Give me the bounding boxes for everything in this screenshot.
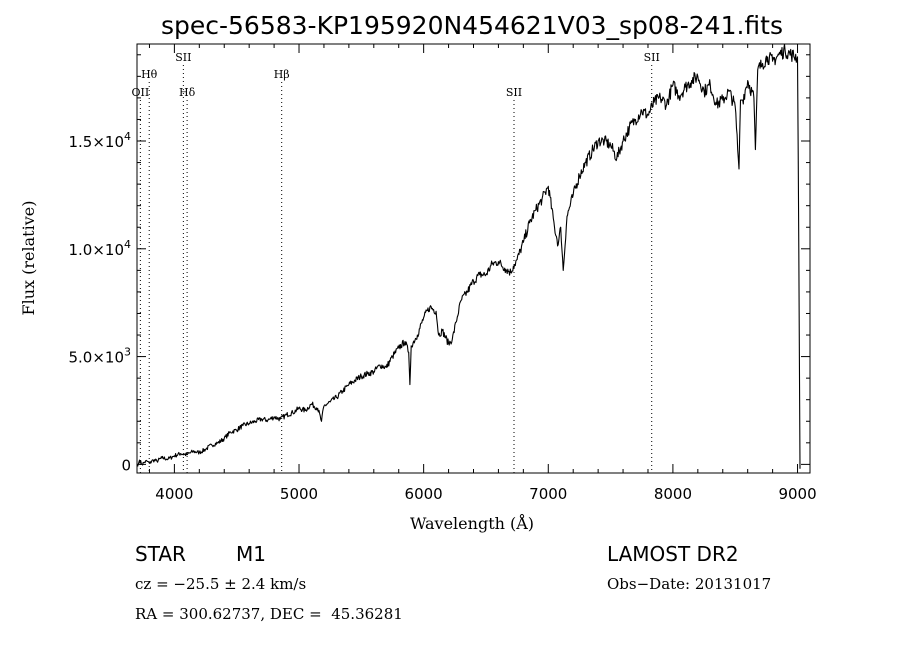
emission-line-label: SII (644, 51, 660, 64)
plot-frame (136, 43, 811, 474)
y-axis-label: Flux (relative) (19, 201, 38, 316)
x-axis-label: Wavelength (Å) (410, 513, 534, 533)
x-tick-label: 4000 (155, 485, 193, 503)
emission-line-label: Hδ (179, 86, 196, 99)
x-axis: 4000 5000 6000 7000 8000 9000 (148, 44, 817, 503)
y-tick-label: 1.5×104 (68, 130, 131, 151)
x-tick-label: 9000 (778, 485, 816, 503)
y-tick-label: 1.0×104 (68, 238, 131, 259)
y-axis: 0 5.0×103 1.0×104 1.5×104 (68, 54, 810, 474)
x-tick-label: 6000 (405, 485, 443, 503)
spectrum-line (137, 43, 801, 469)
redshift-cz: cz = −25.5 ± 2.4 km/s (135, 575, 307, 593)
emission-line-label: SII (175, 51, 191, 64)
y-tick-label: 5.0×103 (68, 346, 131, 367)
emission-line-markers: OII Hθ SII Hδ Hβ SII SII (132, 51, 660, 473)
ra-dec: RA = 300.62737, DEC = 45.36281 (135, 605, 403, 623)
x-tick-label: 8000 (654, 485, 692, 503)
obs-date: Obs−Date: 20131017 (607, 575, 772, 593)
object-subclass: M1 (236, 542, 266, 566)
x-tick-label: 7000 (529, 485, 567, 503)
emission-line-label: OII (132, 86, 150, 99)
x-tick-label: 5000 (280, 485, 318, 503)
emission-line-label: SII (506, 86, 522, 99)
emission-line-label: Hθ (141, 68, 158, 81)
survey-name: LAMOST DR2 (607, 542, 739, 566)
y-tick-label: 0 (121, 456, 131, 474)
chart-title: spec-56583-KP195920N454621V03_sp08-241.f… (161, 11, 783, 40)
object-class: STAR (135, 542, 186, 566)
emission-line-label: Hβ (274, 68, 290, 81)
